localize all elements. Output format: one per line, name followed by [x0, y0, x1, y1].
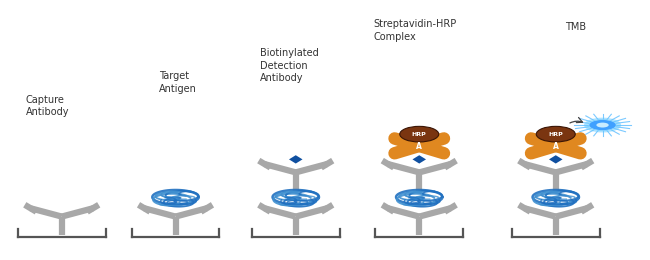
Text: Capture
Antibody: Capture Antibody: [26, 95, 70, 117]
Circle shape: [589, 120, 616, 131]
Polygon shape: [549, 155, 562, 164]
Text: HRP: HRP: [412, 132, 426, 137]
Polygon shape: [289, 155, 302, 164]
Polygon shape: [413, 155, 426, 164]
Text: A: A: [416, 142, 422, 151]
Text: TMB: TMB: [566, 23, 586, 32]
Text: Streptavidin-HRP
Complex: Streptavidin-HRP Complex: [374, 19, 457, 42]
Text: HRP: HRP: [549, 132, 563, 137]
Text: A: A: [552, 142, 559, 151]
Text: Biotinylated
Detection
Antibody: Biotinylated Detection Antibody: [260, 48, 318, 83]
Circle shape: [400, 126, 439, 142]
Circle shape: [536, 126, 575, 142]
Circle shape: [597, 123, 608, 127]
Circle shape: [584, 118, 621, 133]
Text: Target
Antigen: Target Antigen: [159, 71, 197, 94]
